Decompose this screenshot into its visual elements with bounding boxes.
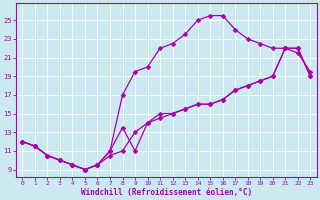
X-axis label: Windchill (Refroidissement éolien,°C): Windchill (Refroidissement éolien,°C) [81,188,252,197]
